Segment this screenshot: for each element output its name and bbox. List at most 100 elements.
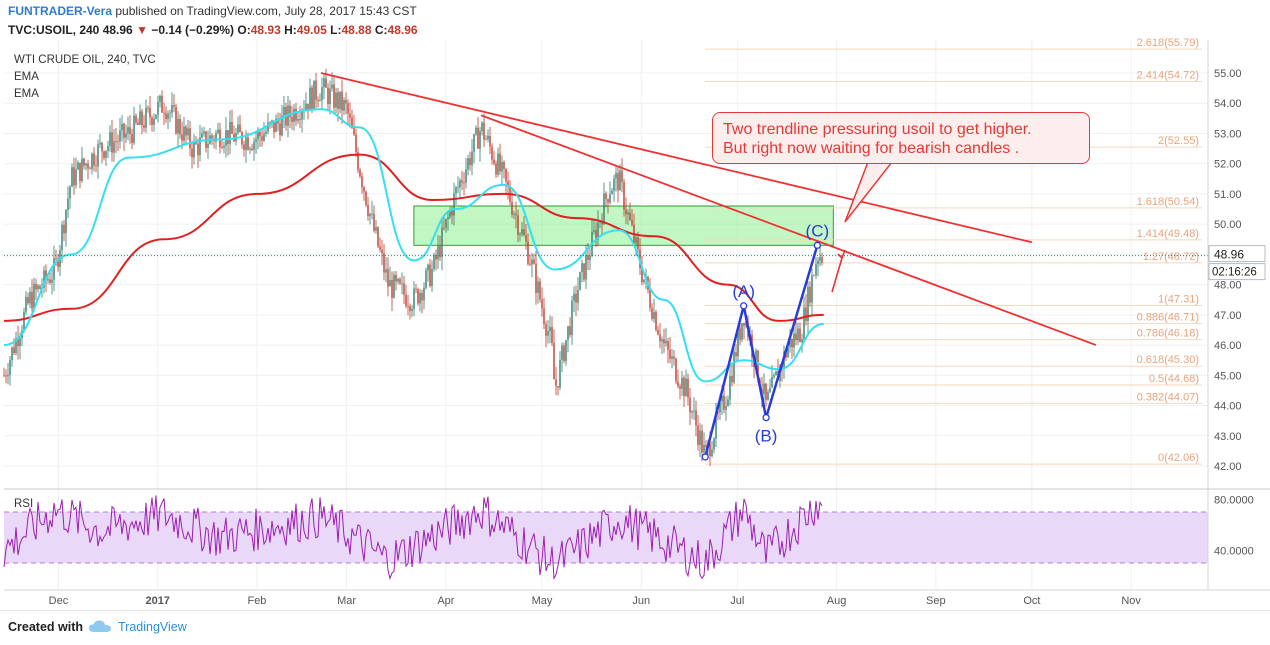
candle-body: [619, 170, 621, 191]
candle-body: [413, 288, 415, 309]
candle-body: [291, 117, 293, 122]
candle-body: [311, 87, 313, 109]
candle-body: [431, 269, 433, 287]
candle-body: [811, 275, 813, 303]
candle-body: [671, 356, 673, 359]
candle-body: [549, 326, 551, 332]
candle-body: [485, 138, 487, 140]
indicator-ema-2[interactable]: EMA: [14, 88, 39, 100]
candle-body: [767, 391, 769, 400]
candle-body: [325, 78, 327, 88]
candle-body: [419, 292, 421, 304]
ema-lines: [3, 108, 1208, 383]
candle-body: [651, 307, 653, 319]
fib-label: 0(42.06): [1158, 452, 1199, 464]
candle-body: [387, 269, 389, 287]
candle-body: [521, 229, 523, 235]
candle-body: [727, 399, 729, 407]
candle-body: [293, 108, 295, 122]
candle-body: [467, 158, 469, 170]
candle-body: [193, 141, 195, 158]
pattern-point: [740, 302, 748, 310]
candle-body: [149, 108, 151, 118]
candle-body: [743, 323, 745, 326]
candle-body: [29, 291, 31, 304]
candle-body: [223, 145, 225, 148]
symbol-line: TVC:USOIL, 240 48.96 ▼ −0.14 (−0.29%) O:…: [8, 23, 418, 37]
candle-body: [579, 272, 581, 291]
candle-body: [621, 170, 623, 183]
candle-body: [35, 284, 37, 290]
candle-body: [715, 411, 717, 439]
indicator-title[interactable]: WTI CRUDE OIL, 240, TVC: [14, 54, 156, 66]
candle-body: [813, 275, 815, 277]
candle-body: [119, 130, 121, 142]
candle-body: [789, 338, 791, 347]
candle-body: [65, 210, 67, 234]
candle-body: [687, 378, 689, 398]
candle-body: [113, 141, 115, 153]
candle-body: [225, 130, 227, 146]
price-tick-label: 51.00: [1214, 189, 1242, 201]
candle-body: [279, 123, 281, 136]
author-name[interactable]: FUNTRADER-Vera: [8, 4, 113, 18]
candle-body: [497, 153, 499, 175]
countdown-tag-label: 02:16:26: [1212, 267, 1257, 279]
callout-pointer: [844, 161, 894, 223]
candle-body: [187, 128, 189, 136]
close-value: 48.96: [387, 23, 418, 37]
candle-body: [71, 167, 73, 187]
annotation-line-1: Two trendline pressuring usoil to get hi…: [723, 121, 1032, 138]
candle-body: [19, 338, 21, 347]
candle-body: [215, 133, 217, 142]
price-tick-label: 52.00: [1214, 159, 1242, 171]
candle-body: [341, 91, 343, 111]
candle-body: [199, 137, 201, 156]
candle-body: [559, 359, 561, 388]
candle-body: [83, 158, 85, 166]
candle-body: [365, 191, 367, 205]
candle-body: [231, 121, 233, 134]
candle-body: [117, 141, 119, 143]
candle-body: [273, 120, 275, 133]
low-label: L:: [330, 23, 342, 37]
candle-body: [703, 445, 705, 453]
candle-body: [135, 115, 137, 123]
indicator-ema-1[interactable]: EMA: [14, 71, 39, 83]
candle-body: [441, 227, 443, 258]
candle-body: [33, 284, 35, 309]
candle-body: [523, 229, 525, 236]
candle-body: [643, 279, 645, 283]
candle-body: [551, 326, 553, 343]
candle-body: [463, 182, 465, 184]
candle-body: [649, 289, 651, 308]
candle-body: [453, 193, 455, 216]
candle-body: [211, 135, 213, 139]
candle-body: [261, 136, 263, 141]
candle-body: [411, 308, 413, 311]
candle-body: [499, 153, 501, 172]
candle-body: [595, 230, 597, 240]
indicator-rsi[interactable]: RSI: [14, 498, 34, 510]
candle-body: [663, 339, 665, 344]
candle-body: [357, 152, 359, 170]
candle-body: [171, 105, 173, 113]
tradingview-cloud-icon: [89, 620, 111, 632]
candle-body: [511, 201, 513, 215]
candle-body: [665, 340, 667, 344]
time-tick-label: Oct: [1023, 595, 1040, 607]
candle-body: [203, 131, 205, 134]
candle-body: [139, 111, 141, 125]
candle-body: [3, 375, 5, 377]
pattern-label: (C): [806, 221, 830, 240]
candle-body: [799, 328, 801, 343]
candle-body: [93, 153, 95, 166]
tradingview-brand[interactable]: TradingView: [118, 620, 187, 634]
price-chart[interactable]: 2.618(55.79) 2.414(54.72) 2(52.55) 1.618(50…: [0, 0, 1270, 610]
candle-body: [269, 122, 271, 124]
price-tick-label: 46.00: [1214, 340, 1242, 352]
price-tick-label: 42.00: [1214, 461, 1242, 473]
candle-body: [731, 376, 733, 383]
candle-body: [17, 338, 19, 347]
rsi-tick-label: 40.0000: [1214, 545, 1254, 557]
